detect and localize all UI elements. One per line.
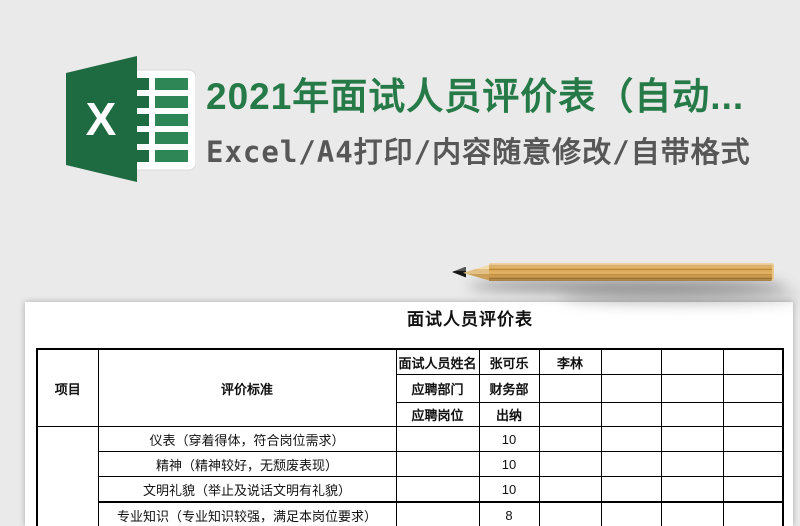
page-subtitle: Excel/A4打印/内容随意修改/自带格式 <box>206 135 751 169</box>
score-cell <box>395 476 480 503</box>
score-cell <box>660 451 724 477</box>
score-cell: 10 <box>478 426 540 452</box>
criteria-cell: 精神（精神较好，无颓废表现） <box>97 451 397 477</box>
score-cell <box>722 451 784 477</box>
excel-logo-icon: X <box>66 56 196 182</box>
score-cell <box>722 501 784 526</box>
criteria-cell: 文明礼貌（举止及说话文明有礼貌） <box>97 476 397 503</box>
score-cell: 10 <box>478 451 540 477</box>
table-row: 项目 评价标准 面试人员姓名 张可乐 李林 <box>36 348 784 427</box>
score-cell <box>660 426 724 452</box>
department-cell <box>538 374 602 403</box>
score-cell <box>395 501 480 526</box>
position-cell <box>722 402 784 427</box>
score-cell <box>660 501 724 526</box>
score-cell <box>600 451 662 477</box>
table-row: 精神（精神较好，无颓废表现） 10 <box>37 451 784 477</box>
item-group-cell <box>36 426 99 526</box>
meta-label-cell: 应聘部门 <box>395 374 480 403</box>
score-cell <box>722 476 784 503</box>
candidate-name-cell: 李林 <box>538 348 602 375</box>
table-row: 仪表（穿着得体，符合岗位需求） 10 <box>36 426 784 526</box>
pencil-body <box>489 263 774 281</box>
table-row: 专业知识（专业知识较强，满足本岗位要求） 8 <box>37 501 784 526</box>
score-cell <box>538 501 602 526</box>
criteria-header-cell: 评价标准 <box>97 348 397 427</box>
candidate-name-cell <box>722 348 784 375</box>
score-cell <box>600 426 662 452</box>
candidate-name-cell <box>600 348 662 375</box>
department-cell <box>660 374 724 403</box>
table-row: 文明礼貌（举止及说话文明有礼貌） 10 <box>37 476 784 503</box>
department-cell <box>722 374 784 403</box>
criteria-cell: 仪表（穿着得体，符合岗位需求） <box>97 426 397 452</box>
score-cell: 10 <box>478 476 540 503</box>
position-cell <box>660 402 724 427</box>
meta-label-cell: 应聘岗位 <box>395 402 480 427</box>
position-cell <box>600 402 662 427</box>
score-cell <box>395 426 480 452</box>
meta-label-cell: 面试人员姓名 <box>395 348 480 375</box>
position-cell <box>538 402 602 427</box>
table-title: 面试人员评价表 <box>407 310 533 329</box>
page-title: 2021年面试人员评价表（自动... <box>206 76 745 116</box>
candidate-name-cell <box>660 348 724 375</box>
department-cell <box>600 374 662 403</box>
pencil-shadow <box>468 278 788 294</box>
table-row: 应聘岗位 出纳 <box>37 402 784 427</box>
department-cell: 财务部 <box>478 374 540 403</box>
score-cell <box>538 451 602 477</box>
score-cell <box>538 476 602 503</box>
position-cell: 出纳 <box>478 402 540 427</box>
score-cell <box>660 476 724 503</box>
pencil-shadow <box>560 290 800 304</box>
pencil-tip-icon <box>452 266 466 278</box>
score-cell <box>722 426 784 452</box>
score-cell <box>538 426 602 452</box>
excel-logo-letter: X <box>86 93 117 145</box>
score-cell <box>395 451 480 477</box>
score-cell <box>600 476 662 503</box>
score-cell: 8 <box>478 501 540 526</box>
item-header-cell: 项目 <box>36 348 99 427</box>
pencil-cone <box>463 264 491 281</box>
pencil-image <box>452 262 774 282</box>
criteria-cell: 专业知识（专业知识较强，满足本岗位要求） <box>97 501 397 526</box>
spreadsheet-preview: 面试人员评价表 项目 评价标准 面试人员姓名 张可乐 李林 应聘部门 财务部 <box>25 302 793 526</box>
candidate-name-cell: 张可乐 <box>478 348 540 375</box>
score-cell <box>600 501 662 526</box>
evaluation-table: 项目 评价标准 面试人员姓名 张可乐 李林 应聘部门 财务部 应聘岗位 出纳 <box>36 348 784 526</box>
